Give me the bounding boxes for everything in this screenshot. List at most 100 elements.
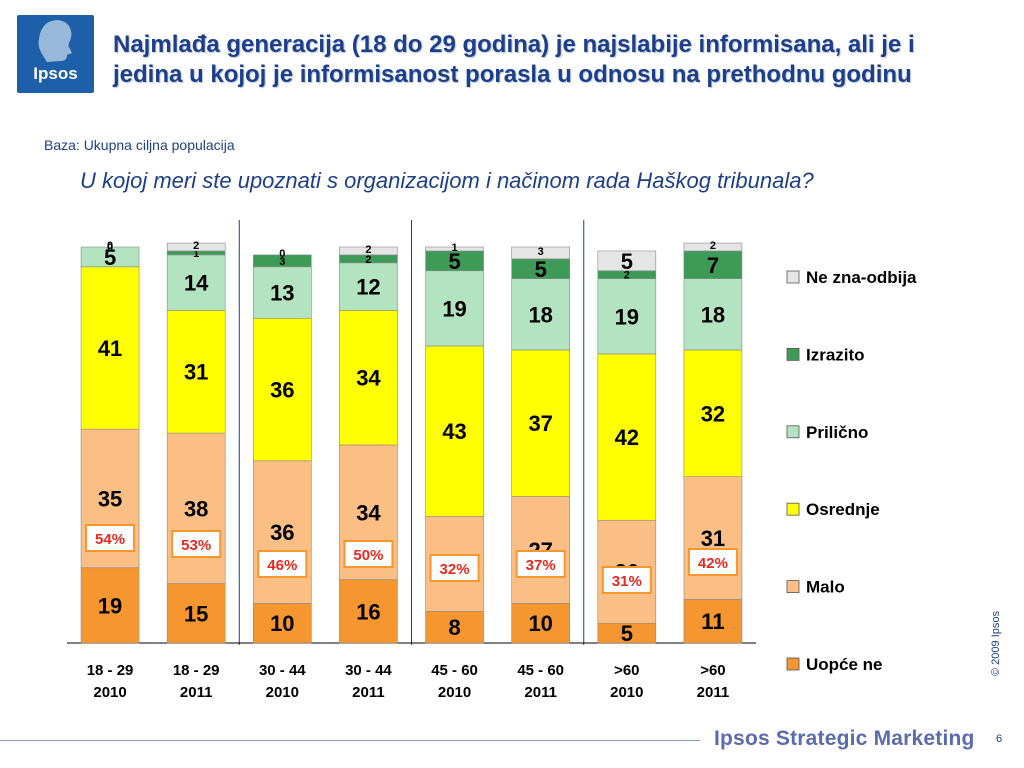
total-callout-label: 37%	[526, 557, 556, 574]
total-callout-box	[85, 524, 136, 552]
total-callout-label: 42%	[698, 555, 728, 572]
legend-swatch	[786, 270, 800, 284]
data-label: 38	[184, 496, 208, 521]
data-label: 2	[365, 254, 371, 266]
data-label: 1	[452, 242, 458, 254]
data-label: 0	[107, 240, 113, 252]
bar-segment	[683, 250, 743, 279]
bar-segment	[253, 266, 312, 319]
data-label: 10	[528, 611, 552, 636]
bar-segment	[597, 250, 657, 272]
bar-segment	[339, 310, 398, 446]
bar-segment	[511, 603, 570, 644]
ipsos-logo: Ipsos	[17, 15, 94, 93]
data-label: 2	[710, 240, 716, 252]
x-tick-label-age: 30 - 44	[259, 662, 306, 679]
data-label: 31	[701, 526, 725, 551]
x-tick-label-age: 45 - 60	[517, 662, 564, 679]
data-label: 13	[270, 281, 294, 306]
legend-swatch	[786, 502, 800, 516]
base-note: Baza: Ukupna ciljna populacija	[44, 137, 235, 153]
x-tick-label-year: 2010	[610, 684, 643, 701]
x-tick-label-age: 18 - 29	[173, 662, 220, 679]
legend-swatch	[786, 425, 800, 439]
bar-segment	[166, 583, 226, 644]
bar-segment	[166, 432, 226, 584]
bar-segment	[425, 270, 484, 347]
data-label: 18	[528, 302, 552, 327]
data-label: 36	[270, 378, 294, 403]
data-label: 10	[270, 611, 294, 636]
data-label: 18	[701, 302, 725, 327]
bar-segment	[339, 579, 398, 644]
legend-swatch	[786, 580, 800, 593]
data-label: 11	[701, 609, 724, 634]
page-number: 6	[996, 733, 1003, 745]
legend-label: Ne zna-odbija	[806, 268, 917, 287]
total-callout-label: 50%	[353, 547, 383, 564]
x-tick-label-year: 2010	[93, 684, 126, 701]
bar-segment	[166, 242, 226, 252]
x-tick-label-age: 18 - 29	[87, 662, 134, 679]
bar-segment	[253, 460, 312, 604]
bar-segment	[253, 317, 312, 462]
legend-label: Uopće ne	[806, 655, 883, 674]
data-label: 8	[448, 615, 460, 640]
data-label: 34	[356, 500, 381, 525]
data-label: 7	[707, 253, 719, 278]
bar-segment	[683, 242, 743, 252]
data-label: 32	[701, 401, 725, 426]
data-label: 34	[356, 366, 381, 391]
total-callout-box	[343, 540, 394, 568]
total-callout-box	[601, 566, 652, 594]
data-label: 43	[442, 419, 466, 444]
data-label: 35	[98, 486, 122, 511]
logo-text: Ipsos	[33, 64, 78, 83]
data-label: 1	[193, 248, 199, 260]
data-label: 3	[279, 256, 285, 268]
total-callout-label: 46%	[267, 557, 297, 574]
bar-segment	[425, 246, 484, 252]
data-label: 2	[624, 270, 630, 282]
data-label: 2	[365, 244, 371, 256]
bar-segment	[683, 476, 743, 600]
footer-divider	[0, 740, 700, 741]
x-tick-label-year: 2011	[180, 684, 213, 701]
x-tick-label-age: 45 - 60	[431, 662, 478, 679]
data-label: 19	[442, 296, 466, 321]
data-label: 5	[535, 257, 547, 282]
bar-segment	[80, 246, 140, 268]
bar-segment	[683, 599, 743, 644]
data-label: 41	[98, 336, 122, 361]
data-label: 37	[528, 411, 552, 436]
x-tick-label-age: >60	[700, 662, 725, 679]
data-label: 5	[621, 621, 633, 646]
bar-segment	[597, 278, 657, 355]
bar-segment	[80, 266, 140, 430]
data-label: 19	[98, 593, 122, 618]
bar-segment	[511, 496, 570, 604]
data-label: 42	[615, 425, 639, 450]
legend-swatch	[786, 657, 800, 671]
bar-segment	[339, 246, 398, 256]
total-callout-box	[171, 530, 222, 558]
total-callout-label: 32%	[440, 561, 470, 578]
data-label: 31	[184, 360, 208, 385]
total-callout-label: 31%	[612, 573, 642, 590]
x-tick-label-year: 2010	[438, 684, 471, 701]
total-callout-box	[515, 550, 566, 578]
x-tick-label-year: 2011	[524, 684, 557, 701]
data-label: 5	[104, 245, 116, 270]
legend-label: Malo	[806, 578, 845, 597]
data-label: 36	[270, 520, 294, 545]
bar-segment	[80, 567, 140, 644]
data-label: 5	[621, 249, 633, 274]
face-profile-icon	[38, 20, 72, 62]
bar-segment	[683, 349, 743, 477]
bar-segment	[166, 310, 226, 434]
data-label: 15	[184, 601, 208, 626]
page-title: Najmlađa generacija (18 do 29 godina) je…	[113, 31, 915, 88]
total-callout-label: 54%	[95, 531, 125, 548]
bar-segment	[597, 353, 657, 521]
